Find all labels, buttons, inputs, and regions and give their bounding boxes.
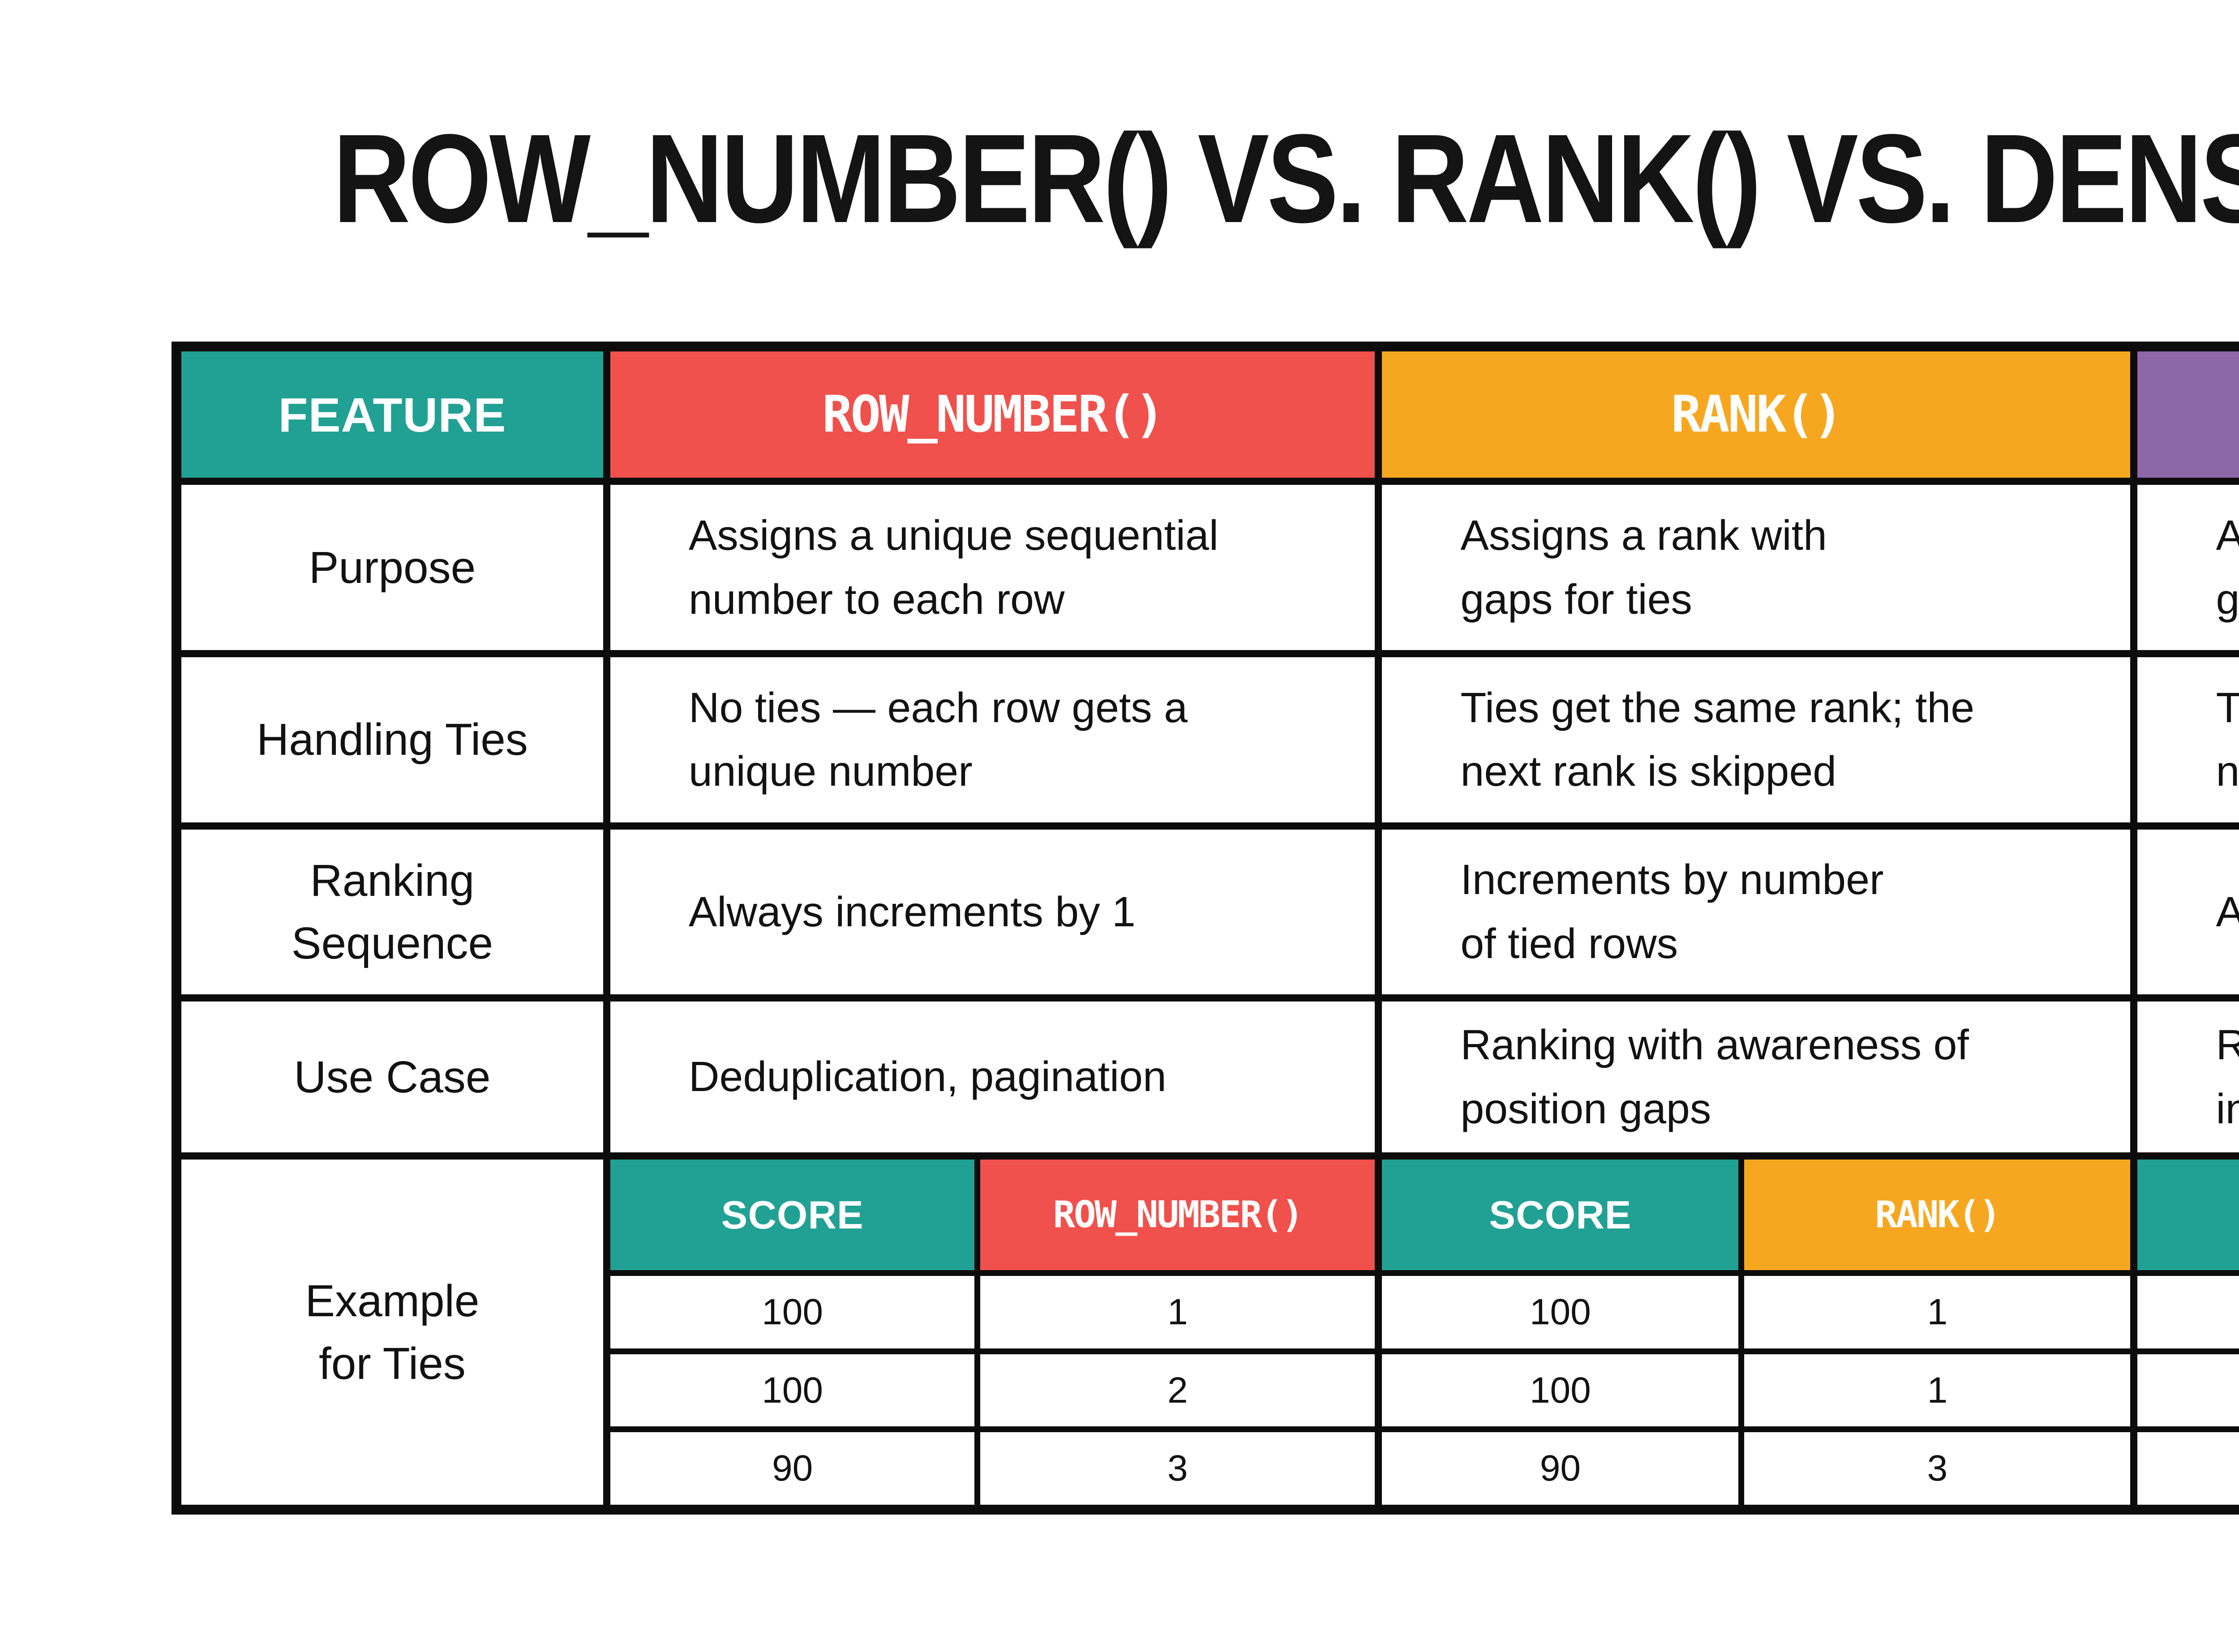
table-cell-score: 100 [610,1276,975,1348]
table-cell-score: 100 [1382,1354,1739,1427]
cell-use-case-rank: Ranking with awareness of position gaps [1382,1001,2131,1153]
subtable-header-score: SCORE [2137,1160,2239,1271]
cell-use-case-dense-rank: Ranking where consistent increments are … [2137,1001,2239,1153]
cell-handling-rank: Ties get the same rank; the next rank is… [1382,657,2131,822]
cell-sequence-rank: Increments by number of tied rows [1382,829,2131,995]
row-label-handling-ties: Handling Ties [181,657,603,822]
header-cell-dense-rank: DENSE_RANK() [2137,351,2239,478]
table-cell-value: 3 [980,1432,1375,1505]
row-label-ranking-sequence: Ranking Sequence [181,829,603,995]
table-cell-score: 90 [610,1432,975,1505]
table-cell-score: 100 [610,1354,975,1427]
table-cell-value: 1 [980,1276,1375,1348]
cell-sequence-dense-rank: Always increments by 1 [2137,829,2239,995]
cell-purpose-row-number: Assigns a unique sequential number to ea… [610,485,1375,650]
example-subtable-row-number: SCORE ROW_NUMBER() 100 1 100 2 90 3 [610,1160,1375,1505]
subtable-header-score: SCORE [610,1160,975,1271]
header-cell-rank: RANK() [1382,351,2131,478]
table-cell-score: 90 [1382,1432,1739,1505]
page-title: ROW_NUMBER() VS. RANK() VS. DENSE_RANK() [333,108,2239,249]
header-cell-feature: FEATURE [181,351,603,478]
subtable-header-row-number: ROW_NUMBER() [980,1160,1375,1271]
table-cell-score: 90 [2137,1432,2239,1505]
cell-use-case-row-number: Deduplication, pagination [610,1001,1375,1153]
table-cell-score: 100 [1382,1276,1739,1348]
row-label-purpose: Purpose [181,485,603,650]
subtable-header-score: SCORE [1382,1160,1739,1271]
cell-purpose-rank: Assigns a rank with gaps for ties [1382,485,2131,650]
cell-sequence-row-number: Always increments by 1 [610,829,1375,995]
table-cell-score: 100 [2137,1354,2239,1427]
table-cell-value: 3 [1744,1432,2131,1505]
example-subtable-dense-rank: SCORE DENSE_RANK() 100 1 100 1 90 2 [2137,1160,2239,1505]
header-cell-row-number: ROW_NUMBER() [610,351,1375,478]
row-label-example-for-ties: Example for Ties [181,1160,603,1505]
table-cell-value: 1 [1744,1276,2131,1348]
cell-purpose-dense-rank: Assigns a rank without gaps for ties [2137,485,2239,650]
cell-handling-dense-rank: Ties get the same rank; the next rank is… [2137,657,2239,822]
table-cell-score: 100 [2137,1276,2239,1348]
comparison-table: FEATURE ROW_NUMBER() RANK() DENSE_RANK()… [172,342,2239,1515]
table-cell-value: 2 [980,1354,1375,1427]
subtable-header-rank: RANK() [1744,1160,2131,1271]
example-subtable-rank: SCORE RANK() 100 1 100 1 90 3 [1382,1160,2131,1505]
cell-handling-row-number: No ties — each row gets a unique number [610,657,1375,822]
table-cell-value: 1 [1744,1354,2131,1427]
row-label-use-case: Use Case [181,1001,603,1153]
